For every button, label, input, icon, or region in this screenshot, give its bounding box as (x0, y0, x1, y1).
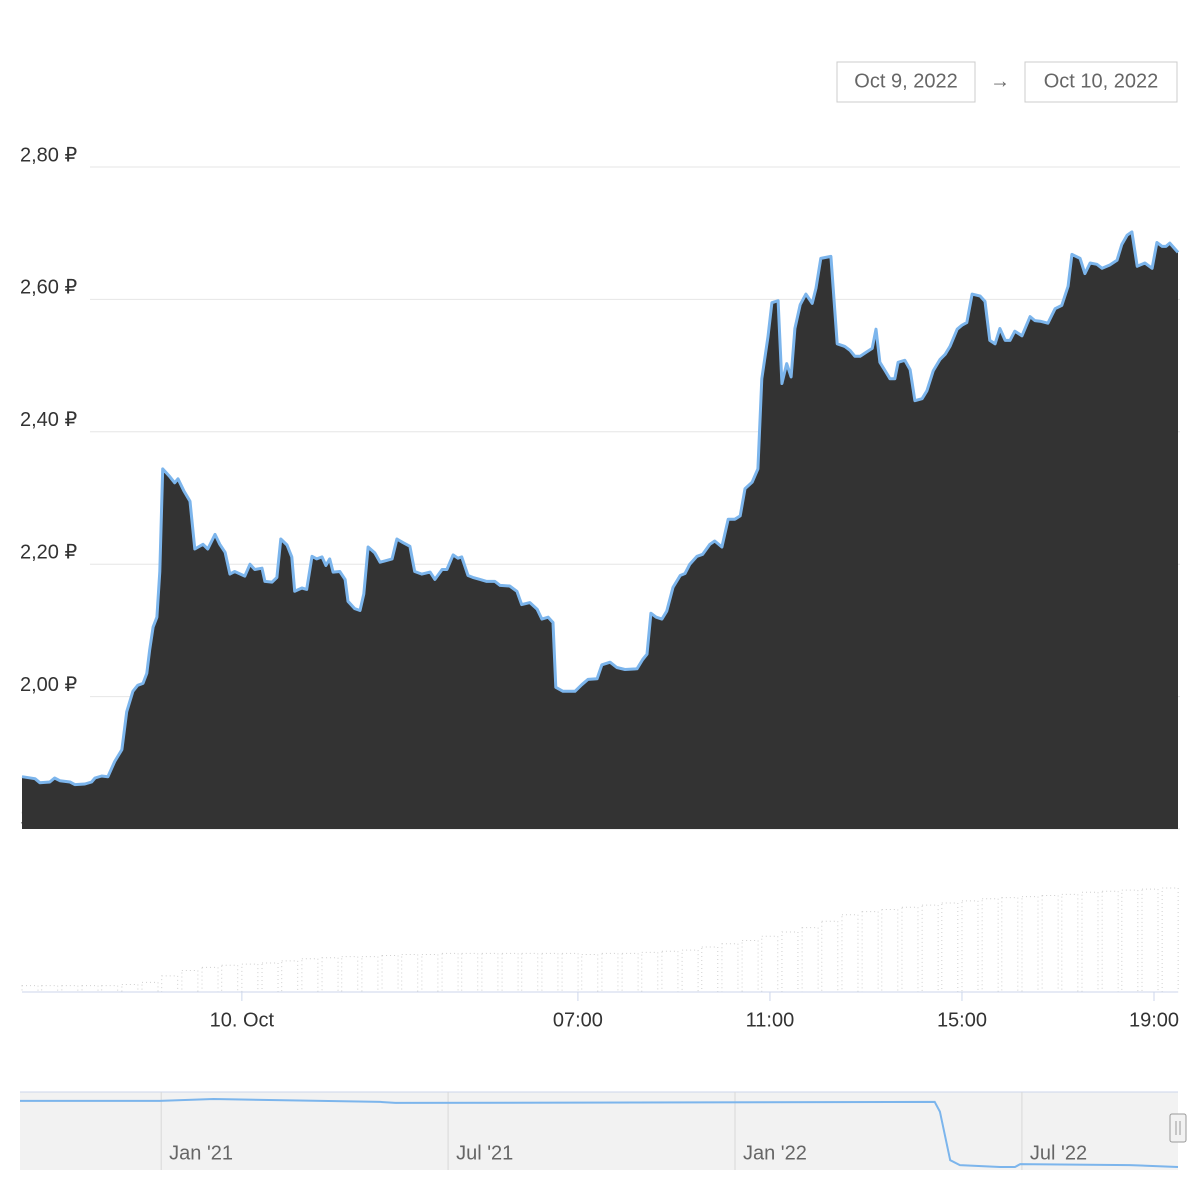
volume-bar (701, 946, 719, 993)
navigator-tick-label: Jul '21 (456, 1142, 513, 1164)
navigator-tick-label: Jan '21 (169, 1142, 233, 1164)
y-tick-label: 2,00 ₽ (20, 674, 77, 696)
volume-bar (1081, 891, 1099, 993)
navigator-handle[interactable] (1169, 1113, 1187, 1143)
volume-bar (741, 940, 759, 993)
volume-bar (901, 906, 919, 993)
volume-bar (521, 952, 539, 993)
volume-bar (1101, 890, 1119, 993)
volume-bar (841, 914, 859, 993)
volume-bar (401, 953, 419, 993)
volume-bar (881, 908, 899, 993)
volume-bar (961, 900, 979, 993)
volume-bar (101, 985, 119, 993)
volume-bar (161, 975, 179, 993)
volume-bar (221, 964, 239, 993)
x-tick-label: 10. Oct (210, 1009, 275, 1031)
volume-bar (361, 956, 379, 993)
volume-bar (441, 952, 459, 993)
volume-bar (921, 904, 939, 993)
volume-bar (861, 911, 879, 993)
volume-bar (981, 898, 999, 993)
range-arrow: → (990, 70, 1010, 92)
volume-bar (581, 953, 599, 993)
volume-bar (181, 970, 199, 993)
volume-bar (1161, 887, 1179, 993)
volume-bar (621, 952, 639, 993)
range-from-box[interactable] (836, 61, 976, 103)
range-from[interactable]: Oct 9, 2022 (854, 70, 957, 92)
y-tick-label: 2,20 ₽ (20, 541, 77, 563)
volume-bar (1061, 893, 1079, 993)
y-tick-label: 2,80 ₽ (20, 144, 77, 166)
volume-bar (781, 931, 799, 993)
x-tick-label: 15:00 (937, 1009, 987, 1031)
volume-bar (721, 943, 739, 993)
volume-bar (1041, 895, 1059, 993)
navigator-bg (20, 1092, 1178, 1170)
navigator-tick-label: Jan '22 (743, 1142, 807, 1164)
price-line (21, 230, 1180, 787)
volume-bar (1121, 889, 1139, 993)
volume-bar (61, 985, 79, 993)
volume-bar (461, 952, 479, 993)
volume-bar (661, 950, 679, 993)
range-to[interactable]: Oct 10, 2022 (1044, 70, 1159, 92)
navigator-line (20, 1097, 1179, 1168)
volume-bar (1141, 888, 1159, 993)
area-fill (22, 231, 1178, 829)
range-to-box[interactable] (1024, 61, 1178, 103)
volume-bar (141, 981, 159, 993)
volume-bar (261, 962, 279, 993)
volume-bar (201, 966, 219, 993)
volume-bar (421, 953, 439, 993)
volume-bar (381, 955, 399, 993)
x-tick-label: 19:00 (1129, 1009, 1179, 1031)
volume-bar (41, 985, 59, 993)
y-tick-label: 2,40 ₽ (20, 409, 77, 431)
volume-bar (81, 985, 99, 993)
volume-bar (761, 935, 779, 993)
volume-bar (1001, 897, 1019, 993)
volume-bar (501, 952, 519, 993)
volume-bar (821, 920, 839, 993)
x-tick-label: 07:00 (553, 1009, 603, 1031)
volume-bar (241, 963, 259, 993)
volume-bar (561, 952, 579, 993)
y-tick-label: 2,60 ₽ (20, 277, 77, 299)
x-tick-label: 11:00 (746, 1009, 795, 1031)
volume-bar (21, 985, 39, 993)
volume-bar (341, 956, 359, 993)
volume-bar (801, 927, 819, 993)
volume-bar (121, 983, 139, 993)
volume-bar (941, 902, 959, 993)
navigator-tick-label: Jul '22 (1030, 1142, 1087, 1164)
volume-bar (601, 952, 619, 993)
volume-bar (301, 958, 319, 993)
volume-bar (321, 957, 339, 993)
volume-bar (481, 952, 499, 993)
volume-bar (541, 952, 559, 993)
volume-bar (281, 960, 299, 993)
volume-bar (641, 951, 659, 993)
volume-bar (681, 949, 699, 993)
volume-bar (1021, 896, 1039, 993)
